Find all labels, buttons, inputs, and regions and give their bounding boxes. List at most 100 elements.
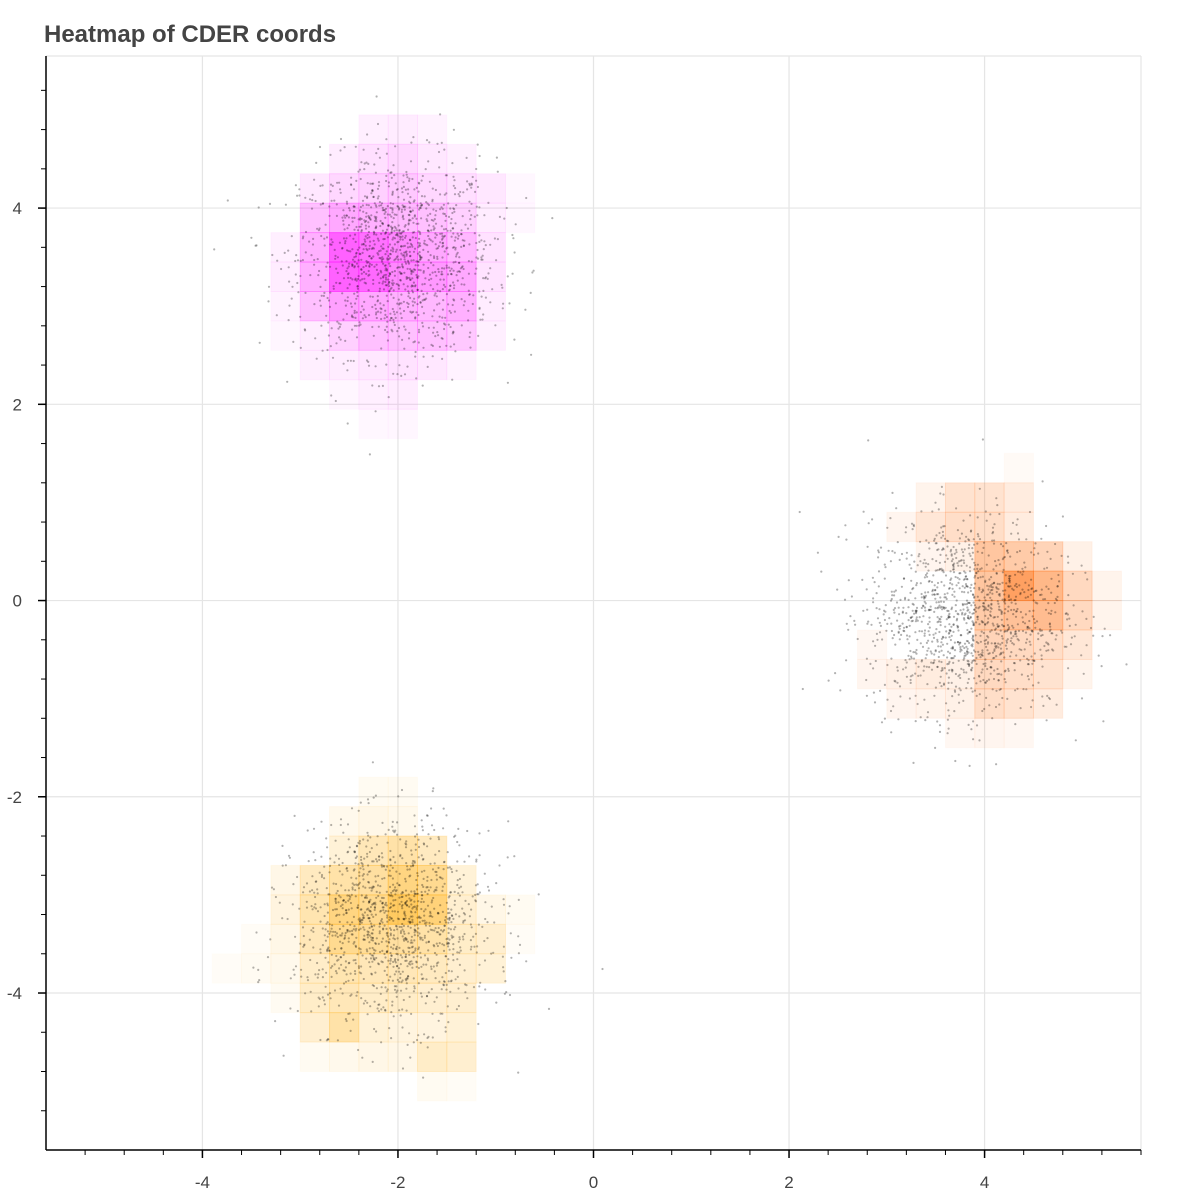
scatter-point bbox=[994, 627, 998, 630]
scatter-point bbox=[959, 646, 962, 649]
scatter-point bbox=[927, 647, 930, 650]
scatter-point bbox=[420, 195, 424, 198]
scatter-point bbox=[353, 851, 356, 854]
scatter-point bbox=[987, 604, 990, 607]
scatter-point bbox=[431, 1036, 434, 1039]
scatter-point bbox=[394, 250, 397, 253]
scatter-point bbox=[378, 950, 382, 954]
scatter-point bbox=[911, 615, 914, 619]
scatter-point bbox=[316, 892, 319, 895]
scatter-point bbox=[1002, 545, 1005, 548]
scatter-point bbox=[298, 194, 301, 197]
scatter-point bbox=[1028, 610, 1031, 613]
heatmap-cell bbox=[446, 894, 477, 925]
scatter-point bbox=[1040, 629, 1043, 632]
scatter-point bbox=[967, 547, 970, 550]
scatter-point bbox=[361, 954, 364, 957]
scatter-point bbox=[996, 504, 999, 507]
scatter-point bbox=[952, 656, 955, 660]
scatter-point bbox=[959, 648, 962, 651]
scatter-point bbox=[377, 1010, 380, 1013]
scatter-point bbox=[391, 1000, 394, 1003]
scatter-point bbox=[993, 669, 996, 672]
heatmap-cell bbox=[270, 953, 301, 984]
scatter-point bbox=[1007, 605, 1010, 608]
scatter-point bbox=[354, 945, 358, 949]
heatmap-cell bbox=[387, 290, 419, 322]
scatter-point bbox=[441, 943, 444, 946]
scatter-point bbox=[413, 861, 416, 864]
scatter-point bbox=[365, 203, 368, 206]
scatter-point bbox=[419, 232, 422, 236]
scatter-point bbox=[408, 177, 411, 180]
scatter-point bbox=[920, 630, 924, 633]
scatter-point bbox=[468, 293, 471, 296]
scatter-point bbox=[1012, 661, 1016, 665]
scatter-point bbox=[943, 593, 946, 596]
scatter-point bbox=[430, 824, 434, 827]
scatter-point bbox=[283, 251, 286, 254]
scatter-point bbox=[375, 311, 378, 314]
scatter-point bbox=[416, 1038, 419, 1042]
scatter-point bbox=[380, 258, 383, 261]
scatter-point bbox=[314, 903, 317, 906]
scatter-point bbox=[359, 920, 362, 923]
scatter-point bbox=[928, 547, 931, 550]
scatter-point bbox=[378, 855, 381, 858]
scatter-point bbox=[369, 218, 372, 221]
scatter-point bbox=[418, 254, 421, 257]
scatter-point bbox=[506, 275, 509, 278]
scatter-point bbox=[346, 369, 349, 372]
scatter-point bbox=[338, 967, 341, 970]
scatter-point bbox=[476, 945, 479, 948]
scatter-point bbox=[955, 556, 958, 560]
scatter-point bbox=[403, 208, 406, 211]
scatter-point bbox=[970, 728, 973, 731]
scatter-point bbox=[416, 303, 419, 306]
scatter-point bbox=[453, 310, 456, 313]
scatter-point bbox=[419, 938, 422, 941]
scatter-point bbox=[413, 892, 416, 895]
heatmap-cell bbox=[974, 570, 1005, 602]
scatter-point bbox=[376, 252, 379, 255]
scatter-point bbox=[942, 606, 946, 609]
scatter-point bbox=[388, 252, 392, 255]
heatmap-cell bbox=[506, 924, 535, 953]
scatter-point bbox=[471, 895, 474, 898]
scatter-point bbox=[1008, 626, 1011, 629]
scatter-point bbox=[977, 570, 980, 573]
scatter-point bbox=[986, 667, 989, 671]
scatter-point bbox=[371, 860, 374, 863]
scatter-point bbox=[963, 642, 967, 645]
heatmap-cell bbox=[1003, 629, 1034, 660]
scatter-point bbox=[405, 276, 408, 279]
heatmap-cell bbox=[299, 261, 331, 292]
scatter-point bbox=[384, 276, 387, 279]
scatter-point bbox=[258, 341, 261, 344]
scatter-point bbox=[380, 232, 383, 235]
scatter-point bbox=[411, 941, 414, 944]
scatter-point bbox=[456, 860, 459, 863]
scatter-point bbox=[973, 596, 976, 599]
scatter-point bbox=[400, 905, 403, 908]
scatter-point bbox=[366, 196, 369, 200]
scatter-point bbox=[379, 277, 382, 280]
scatter-point bbox=[438, 315, 441, 318]
scatter-point bbox=[349, 250, 352, 253]
scatter-point bbox=[399, 272, 403, 275]
heatmap-cell bbox=[446, 144, 477, 174]
scatter-point bbox=[380, 986, 383, 989]
scatter-point bbox=[447, 958, 450, 961]
scatter-point bbox=[845, 622, 848, 625]
scatter-point bbox=[437, 961, 440, 964]
scatter-point bbox=[401, 979, 404, 982]
scatter-point bbox=[441, 357, 444, 360]
scatter-point bbox=[1054, 611, 1057, 614]
scatter-point bbox=[878, 621, 881, 624]
scatter-point bbox=[400, 925, 403, 929]
scatter-point bbox=[381, 206, 384, 209]
scatter-point bbox=[393, 910, 396, 913]
scatter-point bbox=[404, 889, 408, 892]
scatter-point bbox=[380, 960, 383, 963]
scatter-point bbox=[442, 244, 445, 247]
